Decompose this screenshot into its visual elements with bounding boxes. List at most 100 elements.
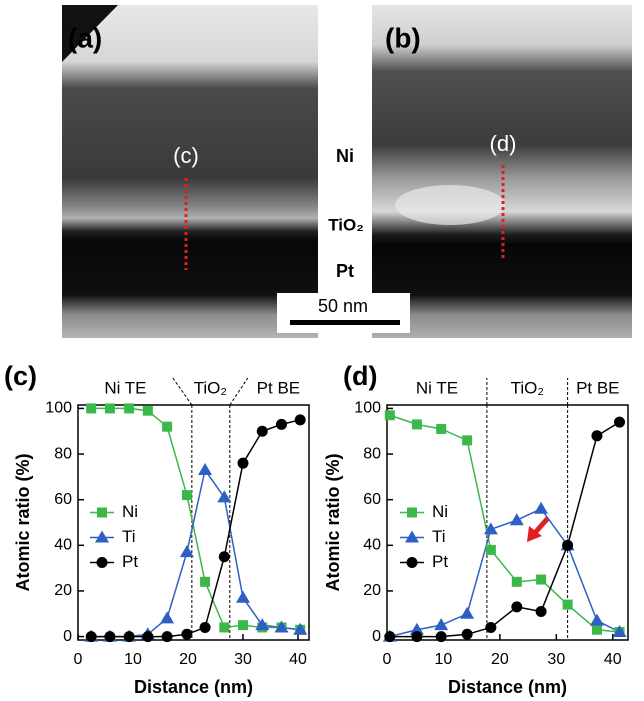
x-tick-label: 0: [74, 651, 83, 668]
marker: [384, 410, 395, 421]
marker: [294, 414, 306, 426]
y-tick-label: 0: [372, 628, 381, 645]
marker: [162, 421, 173, 432]
marker: [485, 544, 496, 555]
y-tick-label: 60: [54, 491, 72, 508]
x-tick-label: 20: [491, 651, 509, 668]
marker: [562, 539, 574, 551]
marker: [161, 631, 173, 643]
legend-label: Pt: [122, 552, 138, 571]
region-label: TiO₂: [511, 378, 544, 397]
marker: [104, 631, 116, 643]
x-tick-label: 40: [604, 651, 622, 668]
layer-label: Ni: [336, 146, 354, 166]
y-tick-label: 60: [363, 491, 381, 508]
region-label: TiO₂: [194, 378, 227, 397]
layer-label: TiO₂: [328, 215, 364, 234]
marker: [256, 425, 268, 437]
marker: [435, 631, 447, 643]
marker: [86, 403, 97, 414]
series-line: [389, 421, 620, 638]
series-line: [389, 414, 620, 633]
x-tick-label: 0: [383, 651, 392, 668]
marker: [536, 574, 547, 585]
marker: [179, 545, 194, 558]
region-label: Ni TE: [416, 378, 458, 397]
legend-marker: [407, 507, 417, 518]
panel-label: (c): [4, 361, 37, 391]
micrograph-b: [372, 5, 632, 338]
marker: [276, 418, 287, 430]
x-tick-label: 40: [289, 651, 307, 668]
legend-marker: [97, 507, 107, 518]
marker: [591, 624, 602, 635]
marker: [255, 618, 270, 631]
legend-label: Ti: [432, 527, 446, 546]
legend-label: Pt: [432, 552, 448, 571]
marker: [483, 522, 498, 535]
marker: [217, 490, 232, 503]
marker: [511, 576, 522, 587]
legend-label: Ni: [432, 502, 448, 521]
boundary-extension: [229, 377, 249, 406]
marker: [274, 620, 289, 633]
plot-frame: [77, 404, 310, 641]
marker: [218, 551, 230, 563]
marker: [124, 403, 135, 414]
marker: [462, 435, 473, 446]
marker: [219, 622, 230, 633]
boundary-extension: [172, 377, 193, 406]
arrow-head: [527, 526, 542, 542]
x-axis-label: Distance (nm): [134, 677, 253, 697]
marker: [181, 490, 192, 501]
marker: [562, 599, 573, 610]
marker: [199, 621, 211, 633]
y-tick-label: 20: [363, 582, 381, 599]
y-tick-label: 20: [54, 582, 72, 599]
panel-label: (d): [343, 361, 377, 391]
panel-label: (b): [385, 22, 421, 53]
scale-bar: [277, 293, 410, 333]
region-label: Pt BE: [257, 378, 300, 397]
marker: [142, 631, 154, 643]
legend-marker: [95, 530, 109, 543]
series-line: [389, 507, 620, 638]
marker: [460, 606, 475, 619]
micrograph-a: [62, 5, 318, 338]
scale-bar-label: 50 nm: [318, 296, 368, 316]
marker: [384, 631, 396, 643]
y-tick-label: 40: [363, 537, 381, 554]
marker: [511, 601, 523, 613]
marker: [614, 416, 626, 428]
marker: [293, 622, 308, 635]
region-label: Pt BE: [576, 378, 619, 397]
marker: [461, 628, 473, 640]
legend-marker: [406, 557, 418, 568]
marker: [160, 611, 175, 624]
marker: [238, 620, 248, 631]
marker: [181, 628, 193, 640]
marker: [409, 622, 424, 635]
x-tick-label: 10: [435, 651, 453, 668]
y-tick-label: 80: [54, 445, 72, 462]
y-tick-label: 40: [54, 537, 72, 554]
x-tick-label: 30: [547, 651, 565, 668]
marker: [198, 463, 213, 476]
x-tick-label: 30: [234, 651, 252, 668]
marker: [612, 625, 627, 638]
y-tick-label: 0: [63, 628, 72, 645]
marker: [200, 576, 211, 587]
marker: [236, 590, 250, 603]
marker: [509, 513, 524, 526]
marker: [436, 423, 447, 434]
y-axis-label: Atomic ratio (%): [13, 453, 33, 591]
marker: [142, 405, 153, 416]
marker: [411, 631, 423, 643]
marker: [104, 403, 115, 414]
y-axis-label: Atomic ratio (%): [323, 453, 343, 591]
layer-label: Pt: [336, 261, 354, 281]
marker: [237, 457, 249, 469]
legend-marker: [96, 557, 108, 568]
plot-frame: [386, 404, 629, 641]
legend-label: Ti: [122, 527, 136, 546]
